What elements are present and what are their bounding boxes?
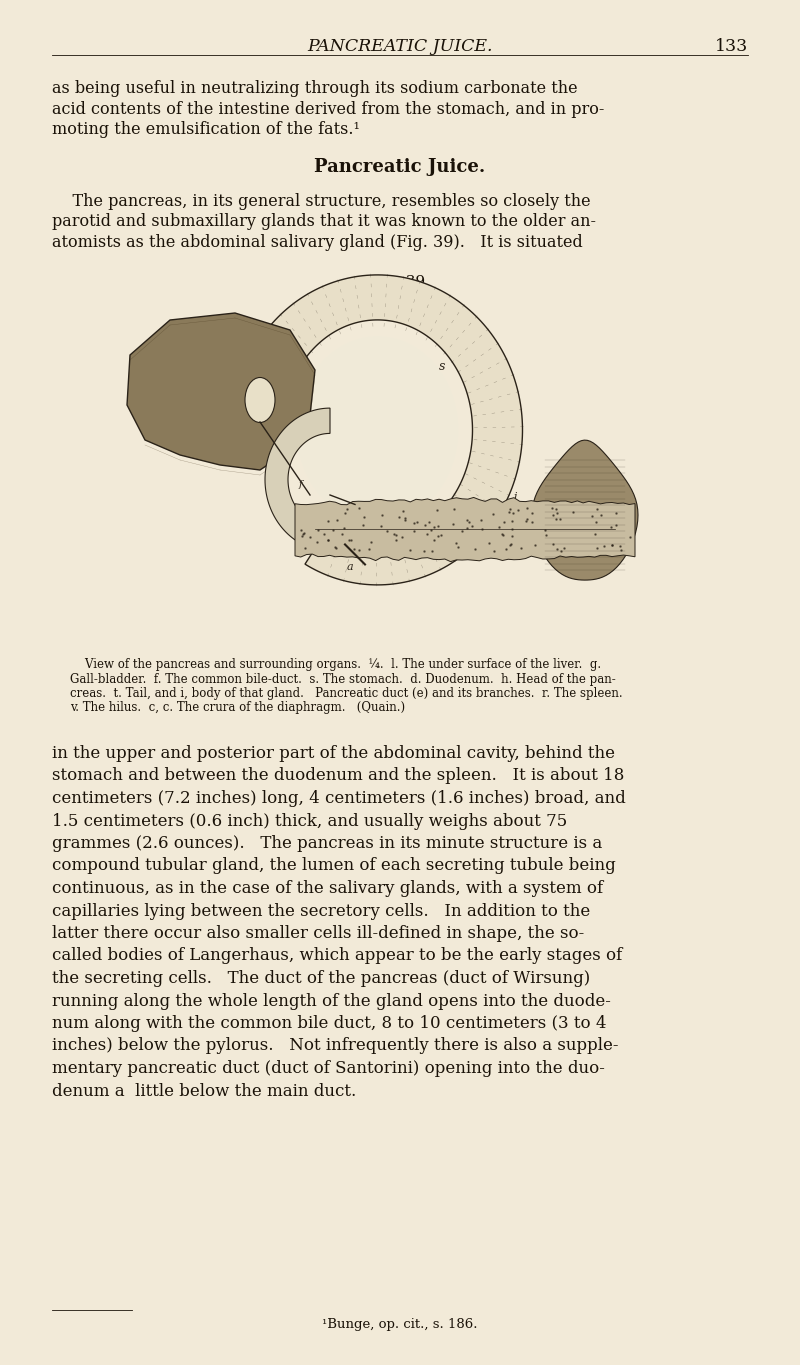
Text: stomach and between the duodenum and the spleen.   It is about 18: stomach and between the duodenum and the… [52,767,624,785]
Bar [115,295,660,650]
Text: l: l [323,475,326,485]
Text: in the upper and posterior part of the abdominal cavity, behind the: in the upper and posterior part of the a… [52,745,615,762]
Text: f: f [298,480,302,489]
Text: The pancreas, in its general structure, resembles so closely the: The pancreas, in its general structure, … [52,192,590,210]
Polygon shape [295,497,635,561]
Polygon shape [532,440,638,580]
Text: Pancreatic Juice.: Pancreatic Juice. [314,158,486,176]
Text: inches) below the pylorus.   Not infrequently there is also a supple-: inches) below the pylorus. Not infrequen… [52,1037,618,1055]
Text: i: i [514,493,517,502]
Polygon shape [252,274,522,584]
Text: continuous, as in the case of the salivary glands, with a system of: continuous, as in the case of the saliva… [52,880,603,897]
Text: r: r [593,535,598,545]
Text: compound tubular gland, the lumen of each secreting tubule being: compound tubular gland, the lumen of eac… [52,857,616,875]
Text: d: d [277,508,283,517]
Text: ¹Bunge, op. cit., s. 186.: ¹Bunge, op. cit., s. 186. [322,1319,478,1331]
Text: a: a [346,562,354,572]
Text: num along with the common bile duct, 8 to 10 centimeters (3 to 4: num along with the common bile duct, 8 t… [52,1016,606,1032]
Polygon shape [265,408,330,550]
Text: v. The hilus.  c, c. The crura of the diaphragm.   (Quain.): v. The hilus. c, c. The crura of the dia… [70,702,405,714]
Text: running along the whole length of the gland opens into the duode-: running along the whole length of the gl… [52,992,611,1010]
Text: capillaries lying between the secretory cells.   In addition to the: capillaries lying between the secretory … [52,902,590,920]
Text: View of the pancreas and surrounding organs.  ¼.  l. The under surface of the li: View of the pancreas and surrounding org… [70,658,601,672]
Text: centimeters (7.2 inches) long, 4 centimeters (1.6 inches) broad, and: centimeters (7.2 inches) long, 4 centime… [52,790,626,807]
Ellipse shape [297,336,458,523]
Text: Fig. 39.: Fig. 39. [370,274,430,289]
Text: parotid and submaxillary glands that it was known to the older an-: parotid and submaxillary glands that it … [52,213,596,231]
Text: grammes (2.6 ounces).   The pancreas in its minute structure is a: grammes (2.6 ounces). The pancreas in it… [52,835,602,852]
Text: e: e [442,521,448,531]
Text: as being useful in neutralizing through its sodium carbonate the: as being useful in neutralizing through … [52,81,578,97]
Text: atomists as the abdominal salivary gland (Fig. 39).   It is situated: atomists as the abdominal salivary gland… [52,233,582,251]
Text: creas.  t. Tail, and i, body of that gland.   Pancreatic duct (e) and its branch: creas. t. Tail, and i, body of that glan… [70,687,622,700]
Text: 1.5 centimeters (0.6 inch) thick, and usually weighs about 75: 1.5 centimeters (0.6 inch) thick, and us… [52,812,567,830]
Text: t: t [603,497,607,505]
Ellipse shape [245,378,275,423]
Text: the secreting cells.   The duct of the pancreas (duct of Wirsung): the secreting cells. The duct of the pan… [52,971,590,987]
Text: mentary pancreatic duct (duct of Santorini) opening into the duo-: mentary pancreatic duct (duct of Santori… [52,1061,605,1077]
Text: moting the emulsification of the fats.¹: moting the emulsification of the fats.¹ [52,121,360,138]
Text: 133: 133 [714,38,748,55]
Text: Gall-bladder.  f. The common bile-duct.  s. The stomach.  d. Duodenum.  h. Head : Gall-bladder. f. The common bile-duct. s… [70,673,616,685]
Text: acid contents of the intestine derived from the stomach, and in pro-: acid contents of the intestine derived f… [52,101,604,117]
Text: latter there occur also smaller cells ill-defined in shape, the so-: latter there occur also smaller cells il… [52,925,584,942]
Text: g: g [229,394,235,405]
Text: denum a  little below the main duct.: denum a little below the main duct. [52,1082,356,1099]
Text: h: h [337,497,343,506]
Text: s: s [439,360,446,373]
Text: PANCREATIC JUICE.: PANCREATIC JUICE. [307,38,493,55]
Text: called bodies of Langerhaus, which appear to be the early stages of: called bodies of Langerhaus, which appea… [52,947,622,965]
Polygon shape [127,313,315,470]
